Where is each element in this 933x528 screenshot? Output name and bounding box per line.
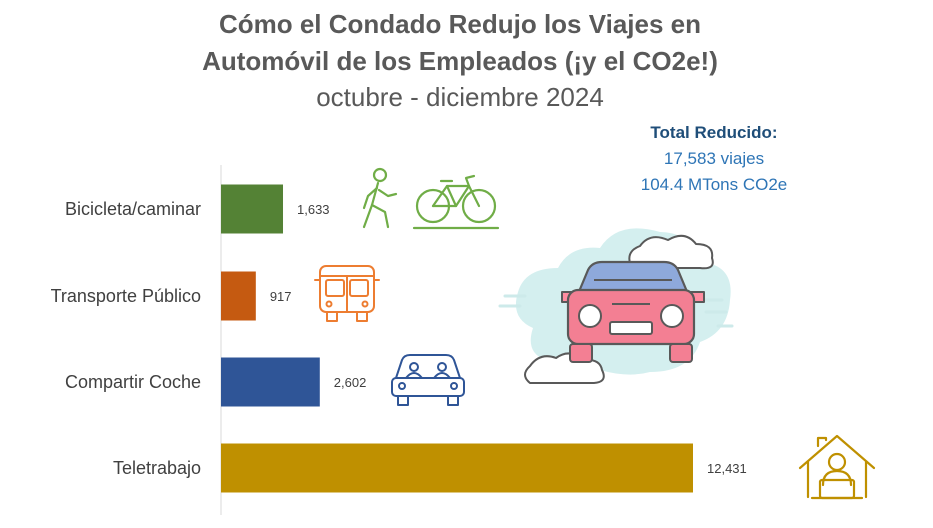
value-label: 1,633 <box>297 202 330 217</box>
value-label: 2,602 <box>334 375 367 390</box>
car-cloud-icon <box>498 228 734 384</box>
value-label: 12,431 <box>707 461 747 476</box>
category-label: Bicicleta/caminar <box>65 199 201 219</box>
home-office-icon <box>798 434 876 500</box>
category-label: Teletrabajo <box>113 458 201 478</box>
carpool-icon <box>391 354 465 406</box>
category-label: Transporte Público <box>51 286 201 306</box>
bar-4 <box>221 443 693 493</box>
category-label: Compartir Coche <box>65 372 201 392</box>
bars-layer: Bicicleta/caminar 1,633 Transporte Público… <box>51 184 747 493</box>
bicycle-icon <box>412 174 500 230</box>
chart-title: Cómo el Condado Redujo los Viajes en Aut… <box>60 6 860 114</box>
totals-trips: 17,583 viajes <box>663 149 765 168</box>
value-label: 917 <box>270 289 292 304</box>
title-line-1: Cómo el Condado Redujo los Viajes en <box>218 9 702 39</box>
bus-icon <box>314 265 380 322</box>
totals-heading: Total Reducido: <box>650 123 778 142</box>
walker-icon <box>362 167 398 229</box>
title-line-2: Automóvil de los Empleados (¡y el CO2e!) <box>202 46 718 76</box>
totals-co2: 104.4 MTons CO2e <box>640 175 788 194</box>
bar-2 <box>221 271 256 321</box>
bar-1 <box>221 184 284 234</box>
chart-subtitle: octubre - diciembre 2024 <box>316 82 604 112</box>
totals-box: Total Reducido: 17,583 viajes 104.4 MTon… <box>600 120 828 198</box>
bar-3 <box>221 357 320 407</box>
